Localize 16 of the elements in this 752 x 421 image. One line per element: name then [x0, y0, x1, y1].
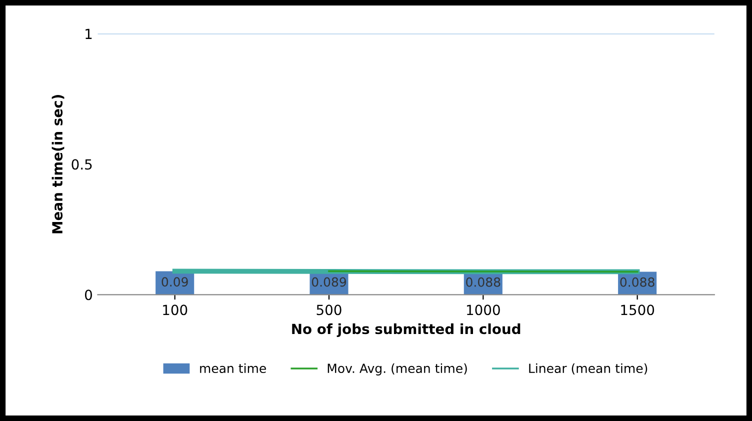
x-axis-title: No of jobs submitted in cloud — [292, 323, 520, 337]
data-label: 0.09 — [162, 277, 188, 287]
y-tick-label: 0.5 — [72, 159, 92, 170]
y-axis-title: Mean time(in sec) — [52, 95, 64, 234]
x-tick-label: 1000 — [467, 304, 500, 316]
legend-label: Linear (mean time) — [529, 363, 648, 375]
y-tick-label: 0 — [84, 290, 92, 300]
data-label: 0.088 — [620, 277, 654, 287]
data-label: 0.088 — [466, 277, 500, 287]
legend-label: mean time — [200, 363, 266, 374]
x-tick-label: 500 — [316, 304, 342, 316]
y-tick-label: 1 — [86, 28, 92, 39]
data-label: 0.089 — [312, 277, 346, 287]
x-tick-label: 100 — [163, 304, 188, 316]
x-tick-label: 1500 — [621, 304, 654, 316]
legend-label: Mov. Avg. (mean time) — [328, 363, 467, 376]
